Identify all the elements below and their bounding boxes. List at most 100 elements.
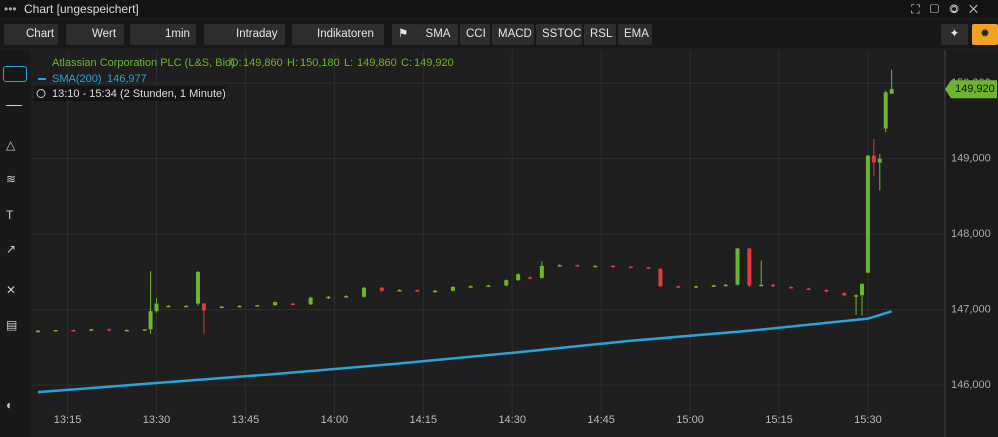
toolbar-button[interactable]: Wert — [66, 24, 124, 45]
tool-icon[interactable] — [6, 105, 22, 106]
tool-icon[interactable]: △ — [6, 138, 16, 152]
indicator-button[interactable]: SSTOC — [536, 24, 582, 45]
legend-key: C: — [401, 57, 412, 69]
legend-name: Atlassian Corporation PLC (L&S, Bid) — [52, 57, 235, 69]
legend-duration: (2 Stunden, 1 Minute) — [120, 88, 226, 100]
sma-line — [37, 310, 893, 394]
title-bar: ••• Chart [ungespeichert] ⛶▢◎✕ — [0, 0, 998, 18]
candle-body — [107, 329, 112, 331]
toolbar-button[interactable]: 1min — [130, 24, 196, 45]
candle-body — [723, 284, 728, 287]
candle-body — [504, 280, 509, 286]
candle-body — [219, 306, 224, 309]
indicator-button[interactable]: EMA — [618, 24, 652, 45]
candle-body — [824, 290, 829, 292]
x-tick-label: 15:00 — [676, 414, 704, 426]
candle-body — [379, 287, 384, 291]
candle-body — [889, 89, 894, 94]
candle-body — [450, 286, 455, 291]
candle-body — [877, 158, 882, 163]
tool-icon[interactable]: ≋ — [6, 172, 17, 186]
legend-value: 150,180 — [300, 57, 340, 69]
x-tick-label: 14:15 — [410, 414, 438, 426]
candle-body — [735, 248, 740, 285]
candle-body — [486, 285, 491, 287]
x-tick-label: 13:15 — [54, 414, 82, 426]
x-tick-label: 15:15 — [765, 414, 793, 426]
candle-body — [593, 265, 598, 268]
legend-key: L: — [344, 57, 353, 69]
indicator-button[interactable]: RSL — [584, 24, 616, 45]
plot-bg — [32, 50, 998, 437]
candle-body — [711, 285, 716, 287]
legend-sma-value: 146,977 — [107, 73, 147, 85]
candle-body — [290, 303, 295, 306]
y-tick-label: 148,000 — [951, 228, 991, 240]
indicator-button[interactable]: MACD — [492, 24, 534, 45]
tool-icon[interactable]: ▤ — [6, 318, 18, 332]
tool-icon[interactable]: ✕ — [6, 283, 17, 297]
legend-value: 149,920 — [414, 57, 454, 69]
tool-icon[interactable]: T — [6, 208, 14, 222]
axis-bg — [945, 50, 998, 437]
y-tick-label: 147,000 — [951, 304, 991, 316]
x-tick-label: 14:00 — [321, 414, 349, 426]
candle-body — [148, 311, 153, 330]
candle-body — [860, 283, 864, 296]
candle-body — [658, 268, 663, 287]
legend-key: H: — [287, 57, 298, 69]
candle-body — [883, 92, 888, 129]
chart: 146,000147,000148,000149,000150,00013:15… — [32, 50, 998, 437]
y-tick-label: 149,000 — [951, 153, 991, 165]
indicator-button[interactable]: CCI — [460, 24, 490, 45]
y-tick-label: 146,000 — [951, 379, 991, 391]
candle-body — [611, 265, 615, 268]
candle-body — [788, 286, 793, 289]
tool-icon[interactable] — [3, 66, 27, 82]
toolbar: Chart Wert 1min Intraday Indikatoren ⚑ S… — [0, 20, 998, 48]
candle-body — [397, 290, 402, 292]
candle-body — [539, 265, 544, 278]
legend-range: 13:10 - 15:34 — [52, 88, 117, 100]
candle-body — [871, 155, 876, 163]
candle-body — [557, 265, 562, 267]
sidebar: △ ≋ T ↗ ✕ ▤ ◐ — [0, 50, 30, 437]
candle-body — [759, 284, 764, 287]
x-tick-label: 13:45 — [232, 414, 260, 426]
theme-button[interactable]: ✹ — [972, 24, 998, 45]
last-price-label: 149,920 — [955, 83, 995, 95]
candle-body — [71, 330, 76, 332]
indicator-button[interactable]: SMA — [418, 24, 458, 45]
tool-icon[interactable]: ↗ — [6, 242, 17, 256]
legend-key: O: — [230, 57, 242, 69]
candle-body — [326, 296, 331, 299]
toolbar-button[interactable]: Intraday — [204, 24, 285, 45]
x-tick-label: 14:30 — [498, 414, 526, 426]
candle-body — [35, 330, 40, 333]
candle-body — [865, 155, 870, 273]
candle-body — [308, 297, 313, 305]
toolbar-button[interactable]: Indikatoren — [292, 24, 384, 45]
candle-body — [237, 305, 242, 308]
toolbar-button[interactable]: Chart — [4, 24, 58, 45]
window-icons[interactable]: ⛶▢◎✕ — [911, 2, 988, 16]
candle-body — [842, 293, 847, 296]
candle-body — [468, 286, 473, 288]
settings-button[interactable]: ✦ — [941, 24, 968, 45]
candle-body — [255, 305, 260, 307]
legend-clock — [36, 89, 46, 98]
candle-body — [575, 265, 580, 267]
candle-body — [854, 295, 859, 297]
bookmark-button[interactable]: ⚑ — [392, 24, 418, 45]
candle-body — [646, 267, 651, 269]
candle-body — [806, 288, 811, 290]
menu-dots[interactable]: ••• — [4, 2, 17, 16]
legend-time-bg — [34, 86, 226, 101]
x-tick-label: 13:30 — [143, 414, 171, 426]
tool-icon[interactable]: ◐ — [6, 398, 14, 412]
candle-body — [771, 284, 776, 287]
candle-body — [273, 302, 278, 306]
candle-body — [747, 248, 752, 286]
candle-body — [201, 303, 206, 311]
